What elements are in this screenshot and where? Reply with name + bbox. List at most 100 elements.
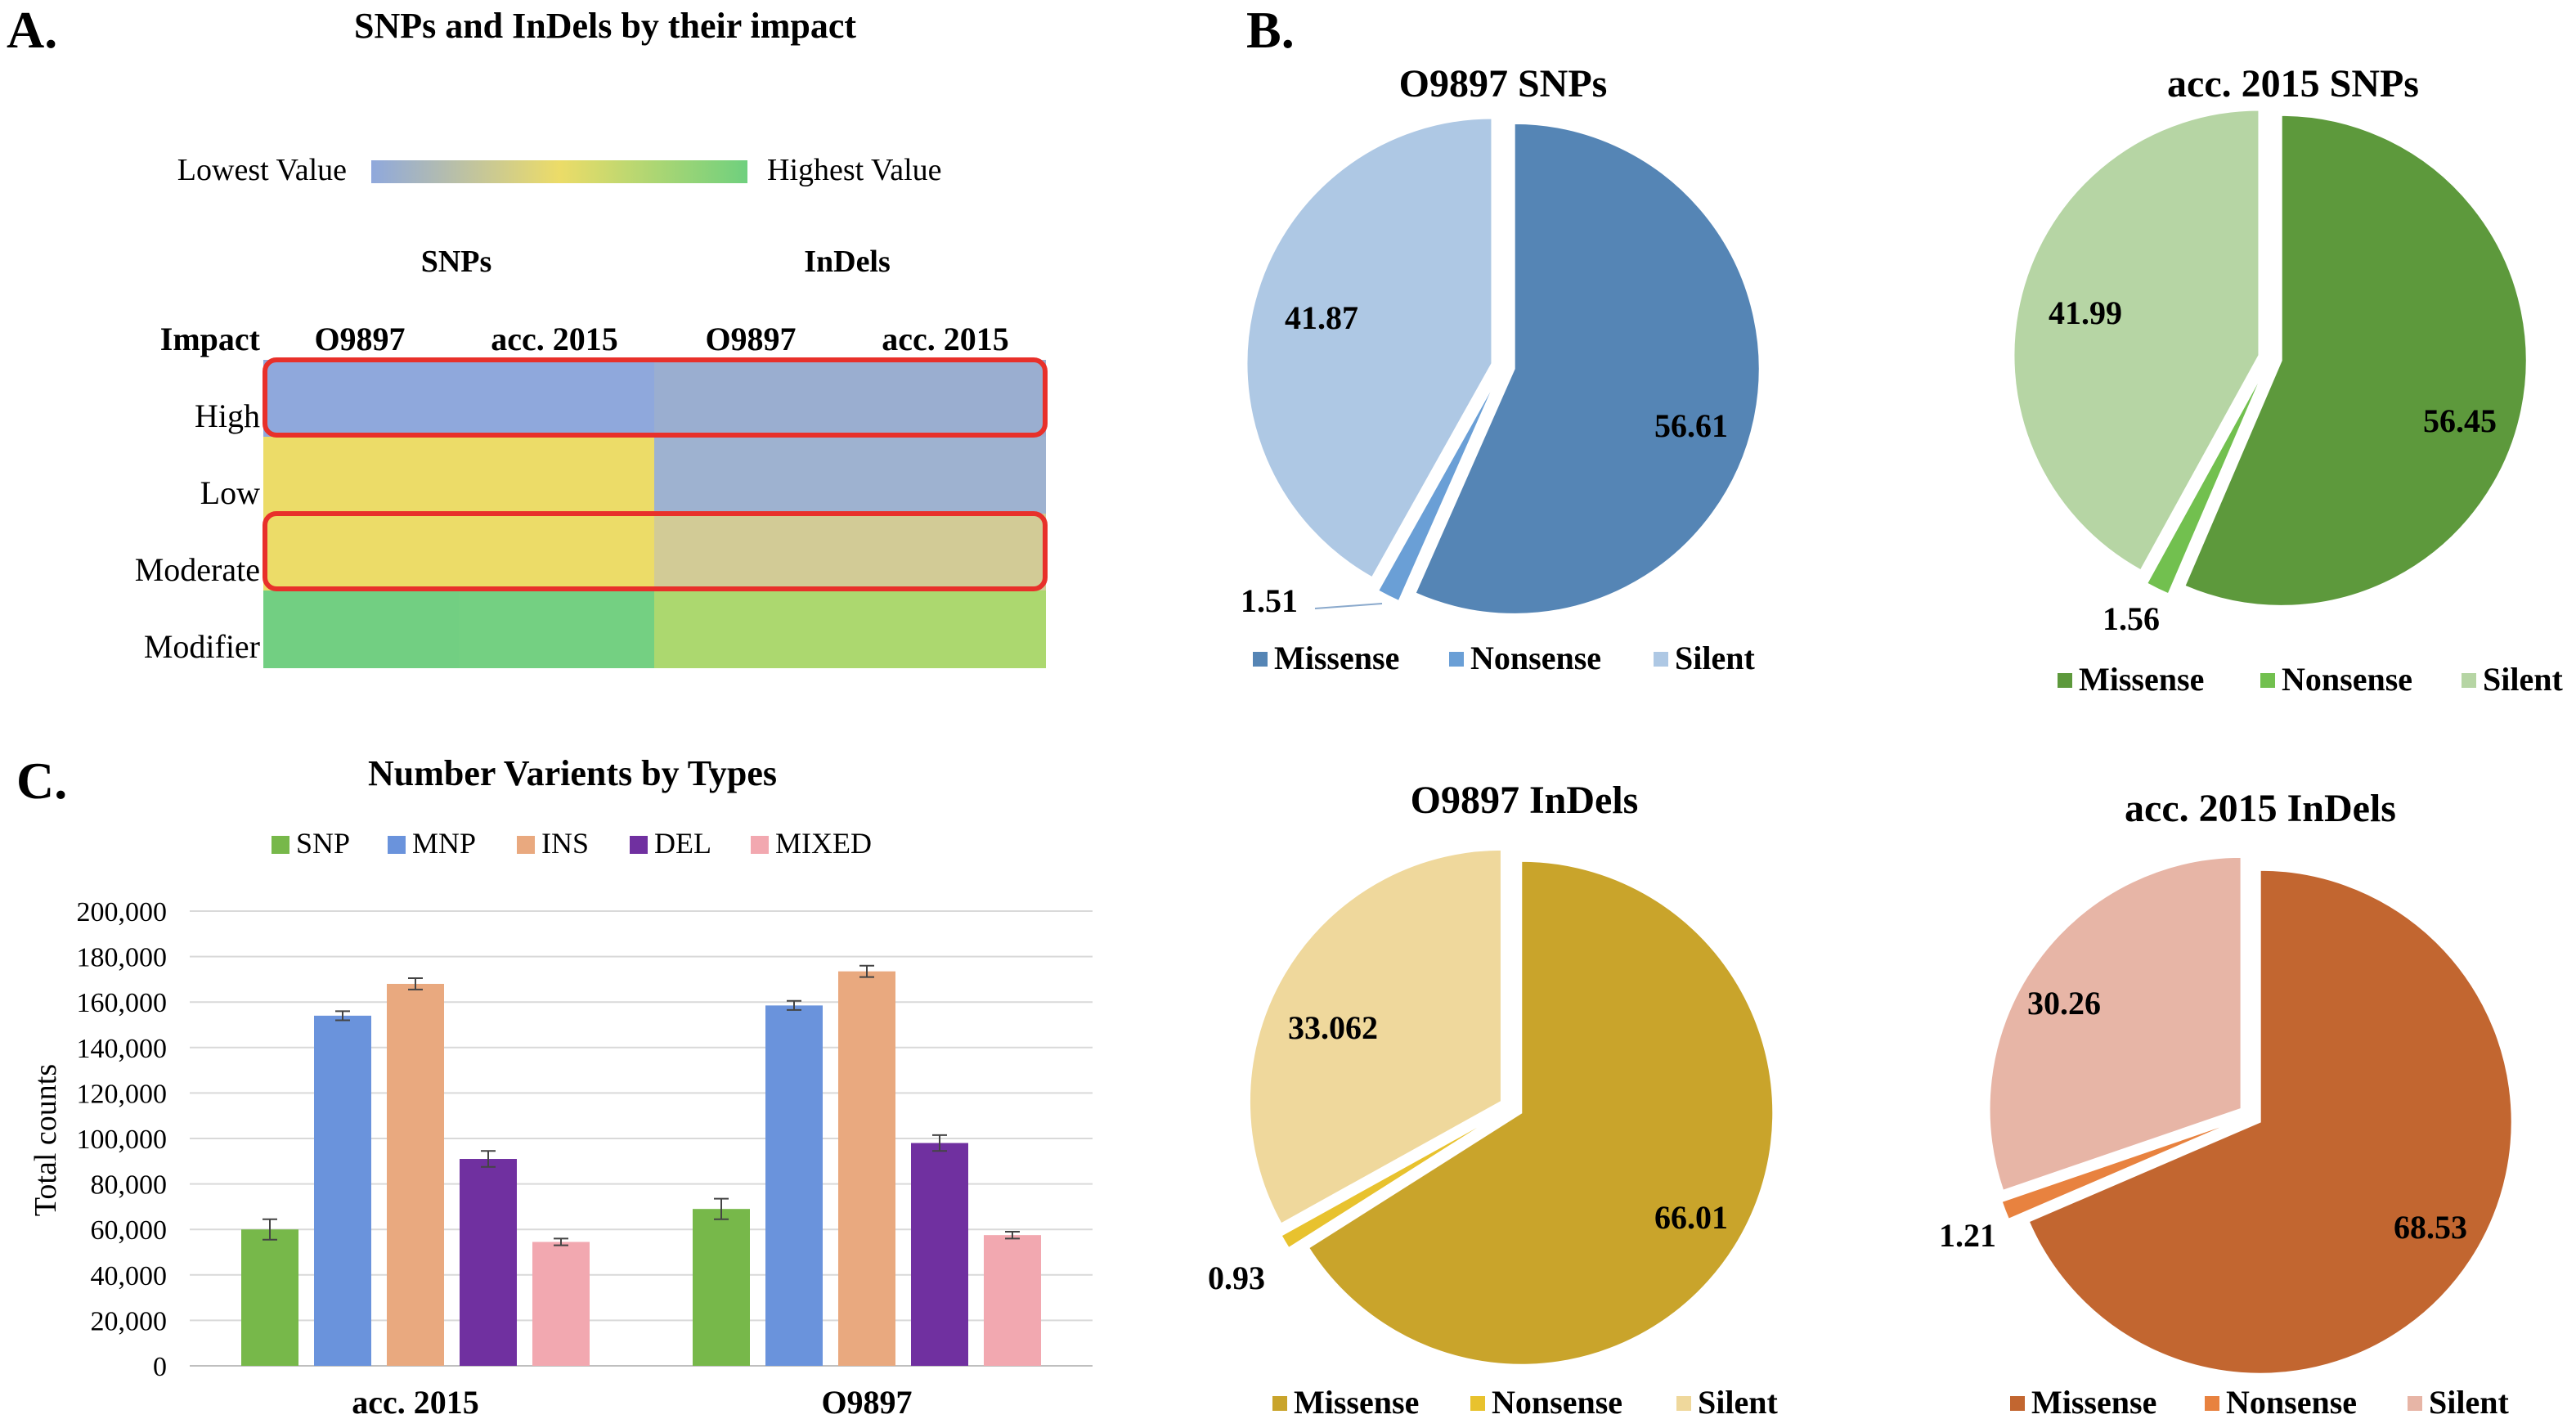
legend-label-mnp: MNP	[412, 827, 476, 860]
legend-swatch-silent	[1676, 1396, 1691, 1411]
color-scale-bar	[371, 160, 747, 183]
pie-slice-acc-2015-indels-silent	[1988, 855, 2242, 1192]
bar-acc-2015-ins	[387, 983, 444, 1366]
heatmap-title: SNPs and InDels by their impact	[354, 6, 856, 46]
pie-title-o9897-snps: O9897 SNPs	[1399, 62, 1608, 106]
legend-label-silent: Silent	[1698, 1384, 1778, 1419]
pie-label-acc2015-snps-missense: 56.45	[2423, 402, 2497, 439]
corner-label-impact: Impact	[160, 321, 261, 357]
pie-title-acc2015-indels: acc. 2015 InDels	[2125, 787, 2396, 830]
y-tick-label: 100,000	[77, 1125, 168, 1155]
error-bar-acc-2015-del	[481, 1150, 496, 1168]
error-bar-acc-2015-mixed	[554, 1237, 568, 1246]
bar-o9897-del	[911, 1143, 968, 1366]
legend-highest-label: Highest Value	[767, 153, 942, 187]
y-tick-label: 40,000	[91, 1261, 168, 1291]
pie-legend-acc2015-snps: Missense Nonsense Silent	[2058, 661, 2563, 698]
y-tick-label: 20,000	[91, 1306, 168, 1336]
heatmap-cell-moderate-snps-o9897	[263, 514, 460, 591]
legend-label-missense: Missense	[1274, 640, 1399, 676]
heatmap-cell-low-snps-acc-2015	[459, 437, 655, 514]
heatmap-cell-high-snps-acc-2015	[459, 360, 655, 438]
legend-swatch-silent	[2408, 1396, 2422, 1411]
legend-label-missense: Missense	[2031, 1384, 2156, 1419]
legend-swatch-silent	[1654, 652, 1668, 667]
heatmap-cells	[263, 360, 1046, 668]
pie-label-acc2015-snps-silent: 41.99	[2049, 294, 2122, 331]
legend-swatch-missense	[2058, 673, 2072, 688]
pie-label-o9897-indels-silent: 33.062	[1288, 1009, 1378, 1046]
pie-slice-acc-2015-snps-nonsense	[2145, 368, 2266, 595]
legend-label-mixed: MIXED	[775, 827, 872, 860]
y-tick-label: 140,000	[77, 1034, 168, 1064]
pie-slice-o9897-snps-nonsense	[1376, 376, 1499, 603]
bar-acc-2015-mnp	[314, 1015, 371, 1366]
group-header-indels: InDels	[804, 245, 891, 279]
legend-swatch-mnp	[388, 836, 406, 854]
pie-slice-acc-2015-indels-missense	[2027, 869, 2513, 1375]
column-label-indels-acc2015: acc. 2015	[882, 321, 1009, 357]
bar-o9897-snp	[693, 1209, 750, 1366]
leader-line-nonsense-o9897-snps	[1314, 603, 1383, 609]
pie-slice-o9897-indels-silent	[1248, 848, 1502, 1225]
y-tick-label: 180,000	[77, 943, 168, 973]
error-bar-o9897-ins	[859, 964, 874, 978]
legend-label-nonsense: Nonsense	[2282, 661, 2412, 698]
pie-label-o9897-indels-nonsense: 0.93	[1208, 1260, 1265, 1296]
heatmap-cell-moderate-indels-o9897	[654, 514, 850, 591]
pie-slice-o9897-indels-missense	[1307, 860, 1775, 1366]
legend-label-nonsense: Nonsense	[1470, 640, 1601, 676]
legend-label-nonsense: Nonsense	[1492, 1384, 1622, 1419]
y-tick-label: 200,000	[77, 897, 168, 927]
legend-swatch-nonsense	[1470, 1396, 1485, 1411]
row-label-modifier: Modifier	[144, 628, 260, 665]
legend-label-missense: Missense	[2079, 661, 2204, 698]
group-header-snps: SNPs	[421, 245, 492, 279]
heatmap-cell-low-indels-o9897	[654, 437, 850, 514]
heatmap-cell-low-snps-o9897	[263, 437, 460, 514]
heatmap-cell-modifier-snps-acc-2015	[459, 591, 655, 668]
panel-a-letter: A.	[7, 1, 57, 59]
heatmap-cell-high-indels-acc-2015	[850, 360, 1046, 438]
row-label-low: Low	[200, 474, 260, 511]
error-bar-acc-2015-snp	[263, 1218, 277, 1241]
pie-label-o9897-indels-missense: 66.01	[1654, 1199, 1728, 1236]
y-tick-label: 60,000	[91, 1215, 168, 1246]
legend-label-silent: Silent	[1675, 640, 1755, 676]
pie-label-acc2015-indels-nonsense: 1.21	[1939, 1217, 1996, 1254]
row-label-moderate: Moderate	[135, 551, 260, 588]
pie-acc2015-snps	[2013, 109, 2528, 607]
error-bar-acc-2015-ins	[408, 977, 423, 990]
x-category-label-acc-2015: acc. 2015	[352, 1384, 479, 1419]
pie-title-acc2015-snps: acc. 2015 SNPs	[2167, 62, 2419, 106]
pie-slice-acc-2015-indels-nonsense	[2000, 1119, 2241, 1221]
pie-o9897-snps	[1245, 117, 1761, 615]
panel-b-letter: B.	[1246, 1, 1295, 59]
legend-swatch-nonsense	[2205, 1396, 2219, 1411]
y-tick-labels: 0 20,000 40,000 60,000 80,000 100,000 120,000 1…	[77, 897, 168, 1382]
legend-swatch-missense	[2010, 1396, 2025, 1411]
heatmap-cell-high-snps-o9897	[263, 360, 460, 438]
pie-label-o9897-snps-nonsense: 1.51	[1241, 582, 1298, 619]
heatmap-cell-low-indels-acc-2015	[850, 437, 1046, 514]
y-tick-label: 80,000	[91, 1170, 168, 1201]
x-category-label-o9897: O9897	[821, 1384, 912, 1419]
legend-swatch-silent	[2462, 673, 2476, 688]
pie-slice-acc-2015-snps-silent	[2013, 109, 2260, 572]
pie-label-acc2015-snps-nonsense: 1.56	[2103, 600, 2160, 637]
error-bar-acc-2015-mnp	[335, 1010, 350, 1022]
legend-label-silent: Silent	[2483, 661, 2563, 698]
row-label-high: High	[195, 397, 260, 434]
legend-swatch-nonsense	[1449, 652, 1464, 667]
y-axis-title: Total counts	[29, 1064, 63, 1216]
pie-legend-acc2015-indels: Missense Nonsense Silent	[2010, 1384, 2509, 1419]
x-category-labels: acc. 2015 O9897	[352, 1384, 912, 1419]
error-bar-o9897-del	[932, 1134, 947, 1152]
heatmap-cell-moderate-snps-acc-2015	[459, 514, 655, 591]
panel-a: A. SNPs and InDels by their impact Lowes…	[7, 1, 1048, 668]
legend-label-snp: SNP	[296, 827, 350, 860]
panel-c: C. Number Varients by Types SNP MNP INS …	[16, 752, 1093, 1419]
error-bar-o9897-snp	[714, 1197, 729, 1220]
legend-lowest-label: Lowest Value	[177, 153, 347, 187]
y-tick-label: 0	[153, 1352, 167, 1382]
